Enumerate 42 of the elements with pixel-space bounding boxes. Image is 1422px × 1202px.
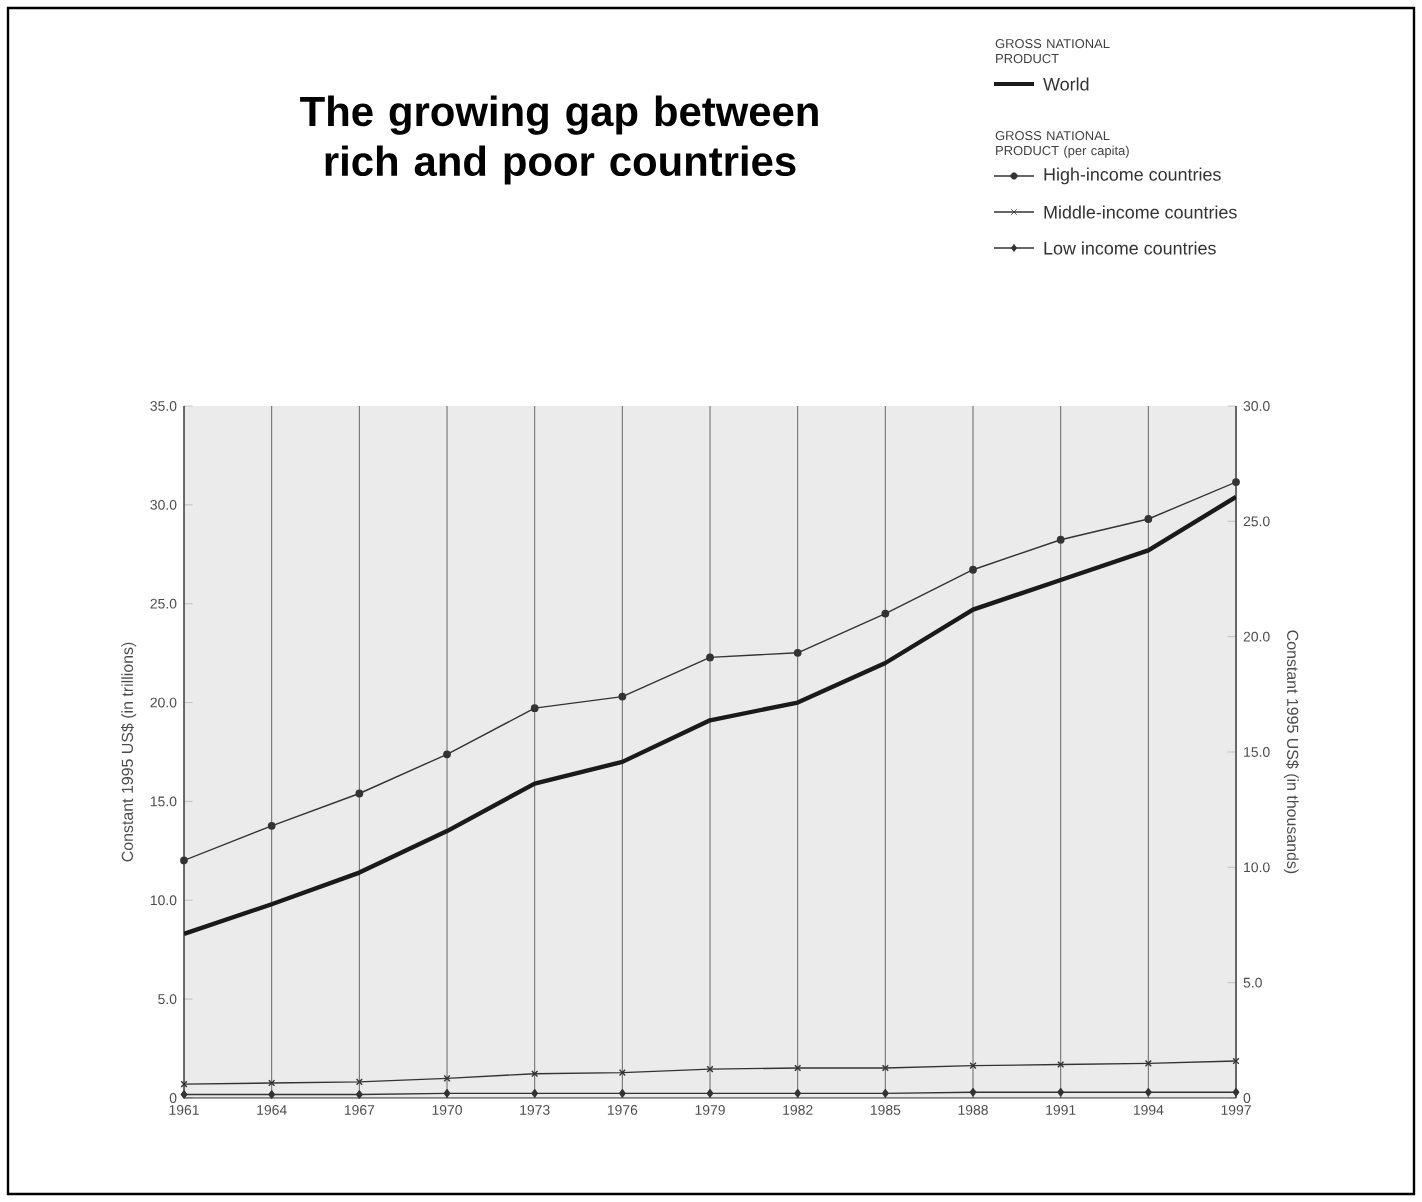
point <box>1057 1087 1065 1097</box>
point <box>969 1062 977 1070</box>
chart-title: The growing gap between rich and poor countries <box>300 95 818 185</box>
point <box>881 1064 889 1072</box>
legend-label: Low income countries <box>1044 241 1216 255</box>
point <box>180 856 188 865</box>
point <box>794 1089 802 1098</box>
legend-label: High-income countries <box>1044 167 1221 185</box>
point <box>530 704 539 713</box>
point <box>355 1078 363 1086</box>
point <box>268 1090 276 1099</box>
point <box>531 1089 539 1098</box>
point <box>443 1074 451 1082</box>
point <box>355 789 364 798</box>
point <box>969 1087 977 1097</box>
point <box>443 750 451 759</box>
point <box>618 692 627 701</box>
point <box>618 1089 626 1098</box>
point <box>794 1064 802 1072</box>
point <box>355 1090 363 1099</box>
line-series <box>184 494 1237 937</box>
point <box>706 653 714 662</box>
point <box>793 648 802 657</box>
legend-label: Middle-income countries <box>1044 205 1237 219</box>
point <box>706 1065 714 1073</box>
point <box>1144 1087 1152 1097</box>
point <box>267 821 276 830</box>
point <box>1056 535 1065 544</box>
point <box>443 1089 451 1098</box>
point <box>706 1089 714 1098</box>
point <box>1144 515 1153 523</box>
point <box>881 1089 889 1098</box>
point <box>1057 1061 1065 1069</box>
legend-label: World <box>1043 77 1089 91</box>
point <box>618 1069 626 1077</box>
point <box>180 1090 188 1099</box>
point <box>531 1070 539 1078</box>
point <box>268 1079 276 1087</box>
point <box>969 565 977 574</box>
point <box>881 609 890 618</box>
point <box>1232 1087 1240 1097</box>
point <box>1232 478 1240 486</box>
